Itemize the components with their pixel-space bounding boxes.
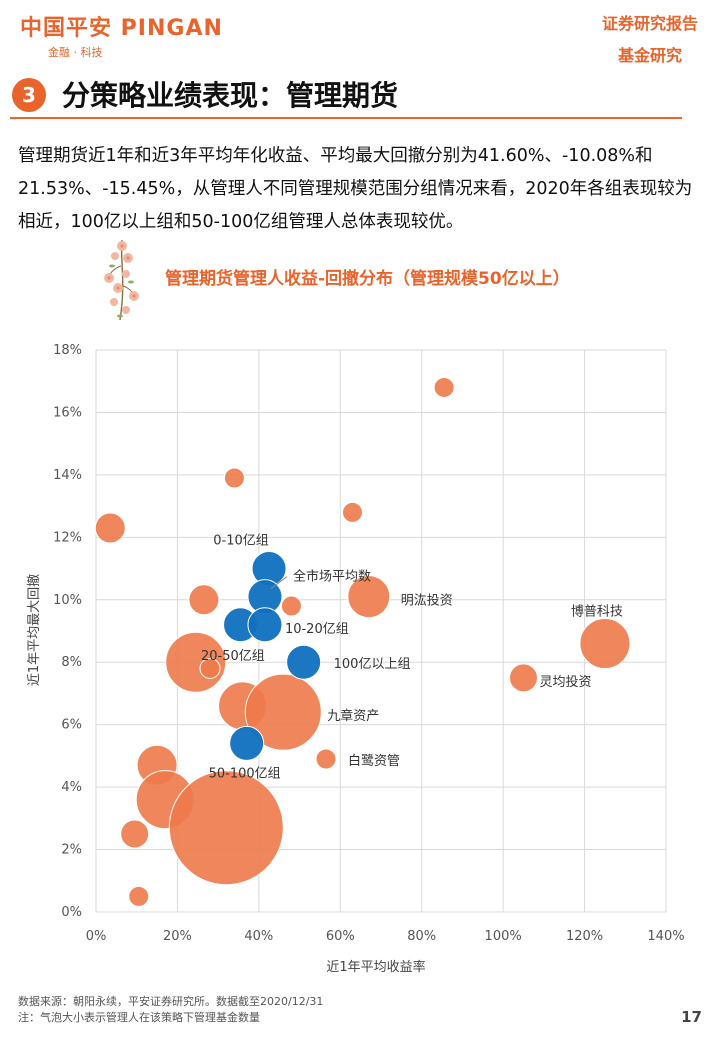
x-tick-label: 120% (566, 929, 603, 944)
bubble-label: 100亿以上组 (334, 657, 411, 672)
x-tick-label: 40% (244, 929, 273, 944)
logo-subtitle: 金融 · 科技 (48, 46, 103, 59)
manager-bubble (244, 673, 322, 751)
report-type: 证券研究报告 (601, 14, 698, 33)
section-number-badge: 3 (12, 78, 46, 112)
chart-label-20-50: 20-50亿组 (201, 649, 265, 664)
manager-bubble (128, 885, 150, 907)
report-tag: 证券研究报告 基金研究 (602, 8, 698, 72)
bubble-label: 灵均投资 (540, 674, 592, 690)
manager-bubble (342, 501, 363, 523)
body-paragraph: 管理期货近1年和近3年平均年化收益、平均最大回撤分别为41.60%、-10.08… (18, 146, 693, 232)
report-subtype: 基金研究 (617, 46, 682, 65)
manager-bubble (433, 376, 455, 398)
y-tick-label: 18% (53, 343, 82, 358)
bubble-label: 全市场平均数 (293, 569, 371, 585)
group-bubble (247, 607, 283, 643)
manager-bubble (199, 657, 221, 679)
manager-bubble (347, 575, 391, 619)
x-axis-label: 近1年平均收益率 (326, 959, 425, 975)
y-tick-label: 16% (53, 405, 82, 420)
bubble-label: 50-100亿组 (209, 766, 281, 781)
y-tick-label: 14% (53, 468, 82, 483)
bubble-note: 注：气泡大小表示管理人在该策略下管理基金数量 (18, 1011, 260, 1024)
manager-bubble (223, 467, 245, 489)
x-tick-label: 20% (163, 929, 192, 944)
footer: 数据来源：朝阳永续，平安证券研究所。数据截至2020/12/31 注：气泡大小表… (18, 994, 323, 1026)
manager-bubble (509, 663, 538, 693)
x-tick-label: 100% (485, 929, 522, 944)
x-tick-label: 140% (647, 929, 684, 944)
leader-line (270, 576, 288, 590)
y-tick-label: 12% (53, 530, 82, 545)
bubble-label: 博普科技 (571, 604, 623, 619)
page-number: 17 (681, 1008, 702, 1026)
y-tick-label: 4% (61, 780, 82, 795)
manager-bubble (315, 748, 337, 770)
y-tick-label: 10% (53, 593, 82, 608)
group-bubble (286, 644, 322, 680)
bubble-label: 明汯投资 (401, 593, 453, 609)
manager-bubble (280, 595, 302, 617)
y-tick-label: 8% (61, 655, 82, 670)
manager-bubble (120, 819, 150, 849)
source-note: 数据来源：朝阳永续，平安证券研究所。数据截至2020/12/31 (18, 995, 324, 1008)
y-tick-label: 6% (61, 718, 82, 733)
bubble-label: 白鹭资管 (348, 753, 400, 769)
flower-icon (104, 239, 139, 321)
y-tick-label: 0% (61, 905, 82, 920)
bubble-label: 0-10亿组 (213, 534, 269, 549)
x-tick-label: 0% (86, 929, 107, 944)
manager-bubble (579, 617, 631, 669)
manager-bubble (94, 512, 126, 544)
company-logo: 中国平安 PINGAN 金融 · 科技 (20, 10, 223, 60)
x-tick-label: 80% (407, 929, 436, 944)
bubble-label: 10-20亿组 (285, 622, 349, 637)
group-bubble (229, 725, 265, 761)
y-axis-label: 近1年平均最大回撤 (26, 574, 42, 686)
y-tick-label: 2% (61, 843, 82, 858)
logo-text: 中国平安 PINGAN (20, 16, 223, 41)
bubble-label: 九章资产 (327, 708, 379, 724)
x-tick-label: 60% (326, 929, 355, 944)
manager-bubble (188, 584, 220, 616)
chart-title: 管理期货管理人收益-回撤分布（管理规模50亿以上） (165, 269, 570, 289)
section-title: 分策略业绩表现：管理期货 (62, 79, 399, 112)
manager-bubble (168, 770, 284, 886)
title-divider (10, 117, 682, 119)
